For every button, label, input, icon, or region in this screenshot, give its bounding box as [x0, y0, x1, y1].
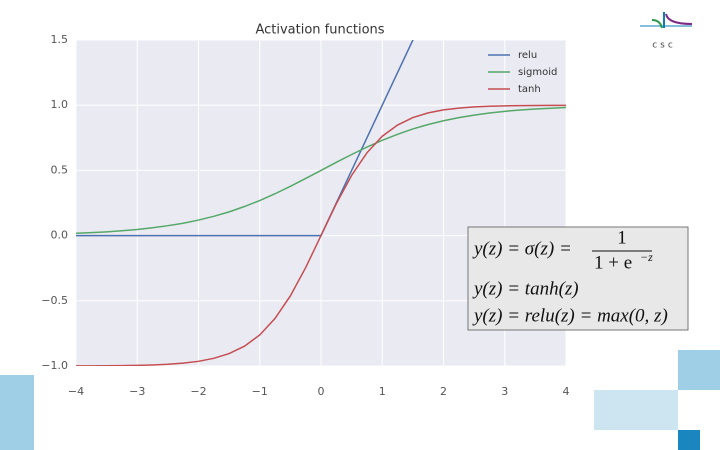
y-tick-label: 0.5	[51, 163, 69, 176]
formula-numerator: 1	[617, 227, 627, 248]
logo-text: csc	[652, 41, 676, 51]
x-tick-label: 0	[318, 385, 325, 398]
decor	[678, 430, 700, 450]
chart-title: Activation functions	[255, 23, 384, 38]
formula-box	[467, 226, 689, 331]
legend-label: sigmoid	[518, 67, 557, 78]
x-tick-label: 4	[563, 385, 570, 398]
legend-label: relu	[518, 50, 537, 61]
formula-tanh: y(z) = tanh(z)	[472, 278, 579, 299]
y-tick-label: 0.0	[51, 229, 69, 242]
formula-sigmoid-lhs: y(z) = σ(z) =	[472, 238, 572, 259]
x-tick-label: 3	[501, 385, 508, 398]
series-line	[76, 104, 566, 366]
y-tick-label: 1.0	[51, 98, 69, 111]
formula-denominator: 1 + e	[594, 252, 632, 273]
series-line	[76, 106, 566, 234]
labels: −1.0 −0.5 0.0 0.5 1.0 1.5 −4 −3 −2 −1 0 1 2 3 4 relu sig…	[41, 33, 569, 398]
x-tick-label: 2	[440, 385, 447, 398]
decor	[678, 350, 720, 390]
legend-label: tanh	[518, 84, 541, 95]
x-tick-label: −2	[190, 385, 206, 398]
y-tick-label: −1.0	[41, 359, 68, 372]
y-tick-label: −0.5	[41, 294, 68, 307]
x-tick-label: −3	[129, 385, 145, 398]
x-tick-label: −1	[252, 385, 268, 398]
formula-exponent: −z	[640, 250, 653, 264]
x-tick-label: 1	[379, 385, 386, 398]
decor	[0, 375, 34, 450]
y-tick-label: 1.5	[51, 33, 69, 46]
formula-relu: y(z) = relu(z) = max(0, z)	[472, 305, 668, 326]
x-tick-label: −4	[68, 385, 84, 398]
logo: csc	[640, 12, 693, 51]
lines	[76, 40, 566, 366]
decor	[594, 390, 678, 430]
